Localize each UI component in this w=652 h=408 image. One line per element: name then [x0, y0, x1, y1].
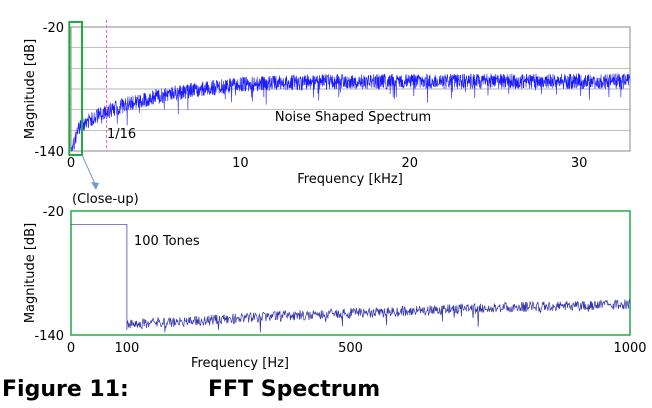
top-y-tick-label: -20 [43, 21, 64, 36]
top-x-axis-title: Frequency [kHz] [297, 172, 403, 187]
top-x-tick-label: 10 [232, 156, 249, 171]
caption-title: FFT Spectrum [208, 377, 380, 402]
top-spectrum-trace [71, 72, 631, 152]
bottom-x-tick-label: 0 [67, 341, 75, 356]
noise-shaped-annotation: Noise Shaped Spectrum [275, 110, 431, 125]
top-y-tick-label: -140 [34, 145, 64, 160]
top-x-tick-label: 20 [402, 156, 419, 171]
connector-line [81, 154, 97, 187]
top-y-axis-title: Magnitude [dB] [23, 39, 38, 139]
top-overlays [68, 20, 108, 156]
top-x-tick-label: 30 [571, 156, 588, 171]
top-x-tick-label: 0 [67, 156, 75, 171]
one-sixteenth-annotation: 1/16 [107, 127, 136, 142]
closeup-box [68, 21, 84, 156]
figure-caption: Figure 11: FFT Spectrum [2, 377, 380, 402]
bottom-y-tick-label: -140 [34, 329, 64, 344]
bottom-x-tick-label: 1000 [613, 341, 646, 356]
bottom-x-axis-title: Frequency [Hz] [191, 356, 289, 371]
closeup-connector: (Close-up) [72, 154, 139, 207]
bottom-spectrum-series [71, 224, 631, 333]
hundred-tones-annotation: 100 Tones [134, 234, 200, 249]
bottom-x-tick-label: 500 [338, 341, 363, 356]
connector-arrowhead [91, 182, 99, 190]
bottom-y-tick-label: -20 [43, 205, 64, 220]
bottom-x-tick-label: 100 [114, 341, 139, 356]
caption-number: Figure 11: [2, 377, 129, 402]
top-spectrum-series [71, 72, 631, 152]
bottom-spectrum-trace [71, 224, 631, 333]
top-grid [71, 47, 630, 131]
bottom-y-axis-title: Magnitude [dB] [23, 223, 38, 323]
closeup-label: (Close-up) [72, 192, 139, 207]
